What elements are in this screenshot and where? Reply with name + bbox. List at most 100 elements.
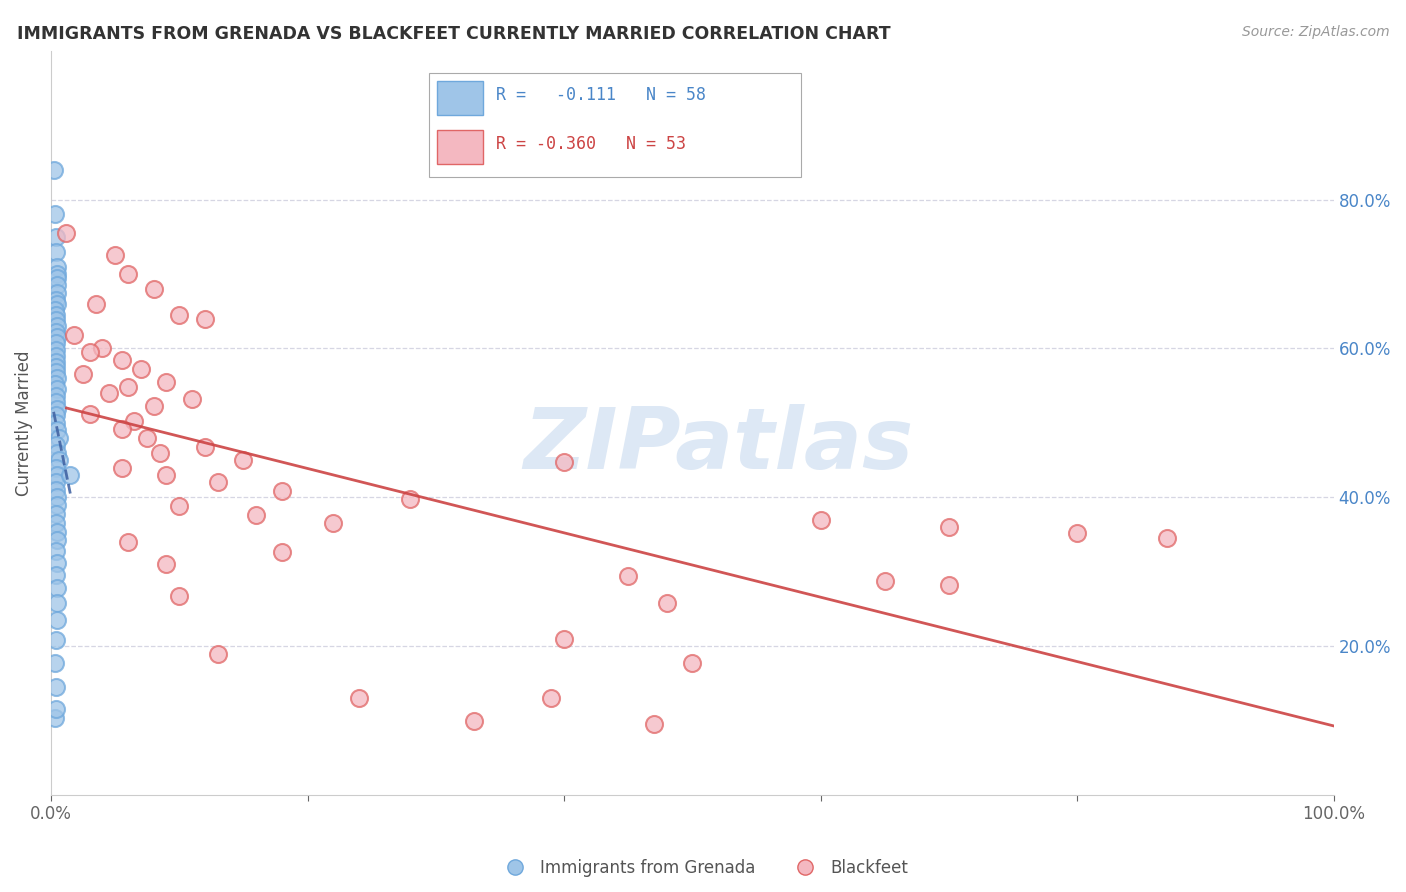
Point xyxy=(45,355,67,369)
Point xyxy=(91,342,114,356)
Text: Source: ZipAtlas.com: Source: ZipAtlas.com xyxy=(1241,25,1389,39)
Point xyxy=(44,377,66,392)
Point xyxy=(142,282,165,296)
Point xyxy=(45,293,67,307)
Point xyxy=(117,380,139,394)
Point xyxy=(271,484,294,499)
Point xyxy=(45,416,67,430)
Point xyxy=(45,389,67,403)
Point xyxy=(1156,531,1178,545)
Point xyxy=(46,613,69,627)
Point xyxy=(169,308,191,322)
Point xyxy=(117,267,139,281)
Point xyxy=(45,343,67,357)
FancyBboxPatch shape xyxy=(429,73,801,178)
Point xyxy=(55,226,77,240)
Point xyxy=(1066,526,1088,541)
Point xyxy=(45,308,67,322)
Point xyxy=(46,278,69,293)
Point xyxy=(72,368,94,382)
Point xyxy=(169,500,191,514)
Point xyxy=(617,569,640,583)
Point xyxy=(97,386,120,401)
Point xyxy=(232,453,254,467)
Point xyxy=(169,589,191,603)
Point xyxy=(46,297,69,311)
Point xyxy=(45,244,67,259)
Point xyxy=(46,524,69,539)
Point xyxy=(207,475,229,490)
Point xyxy=(110,460,132,475)
Point xyxy=(46,267,69,281)
Point xyxy=(46,260,69,274)
Point xyxy=(117,535,139,549)
Point xyxy=(873,574,896,588)
Point xyxy=(45,702,67,716)
Point xyxy=(399,491,422,506)
Point xyxy=(44,302,66,317)
Point xyxy=(46,581,69,595)
Point xyxy=(46,371,69,385)
Point xyxy=(46,491,69,505)
Point xyxy=(46,445,69,459)
Point xyxy=(643,717,665,731)
Point xyxy=(136,431,159,445)
Point xyxy=(44,656,66,670)
Point xyxy=(271,545,294,559)
Point xyxy=(45,680,67,694)
Point xyxy=(48,431,70,445)
Point xyxy=(155,558,177,572)
Point xyxy=(655,596,678,610)
Point xyxy=(59,467,82,482)
Point xyxy=(938,520,960,534)
Point xyxy=(463,714,485,728)
Point xyxy=(45,349,67,363)
Point xyxy=(45,438,67,452)
Point xyxy=(110,352,132,367)
Point xyxy=(84,297,107,311)
Point xyxy=(42,162,65,177)
Point xyxy=(48,453,70,467)
Point xyxy=(194,311,217,326)
Point xyxy=(194,440,217,454)
Point xyxy=(45,313,67,327)
Point xyxy=(46,285,69,300)
Text: R = -0.360   N = 53: R = -0.360 N = 53 xyxy=(496,135,686,153)
Point xyxy=(207,647,229,661)
Point xyxy=(45,516,67,530)
Point xyxy=(45,544,67,558)
Point xyxy=(45,409,67,423)
FancyBboxPatch shape xyxy=(437,129,484,164)
Point xyxy=(149,445,172,459)
Point xyxy=(155,375,177,389)
Point xyxy=(46,467,69,482)
Point xyxy=(46,270,69,285)
Point xyxy=(553,632,575,646)
Point xyxy=(347,691,370,706)
Point xyxy=(45,568,67,582)
Point xyxy=(44,711,66,725)
Point xyxy=(46,498,69,512)
Point xyxy=(45,365,67,379)
Point xyxy=(45,633,67,648)
Point xyxy=(553,454,575,468)
FancyBboxPatch shape xyxy=(437,81,484,115)
Point xyxy=(45,475,67,490)
Point xyxy=(45,359,67,374)
Point xyxy=(181,392,204,406)
Point xyxy=(44,207,66,221)
Point xyxy=(110,422,132,436)
Point xyxy=(142,400,165,414)
Point xyxy=(46,319,69,334)
Point xyxy=(46,383,69,397)
Point xyxy=(46,556,69,570)
Point xyxy=(45,336,67,351)
Text: IMMIGRANTS FROM GRENADA VS BLACKFEET CURRENTLY MARRIED CORRELATION CHART: IMMIGRANTS FROM GRENADA VS BLACKFEET CUR… xyxy=(17,25,890,43)
Point xyxy=(45,229,67,244)
Point xyxy=(46,423,69,437)
Point xyxy=(124,414,146,428)
Point xyxy=(46,533,69,548)
Point xyxy=(681,656,703,670)
Text: ZIPatlas: ZIPatlas xyxy=(523,404,912,487)
Point xyxy=(45,395,67,409)
